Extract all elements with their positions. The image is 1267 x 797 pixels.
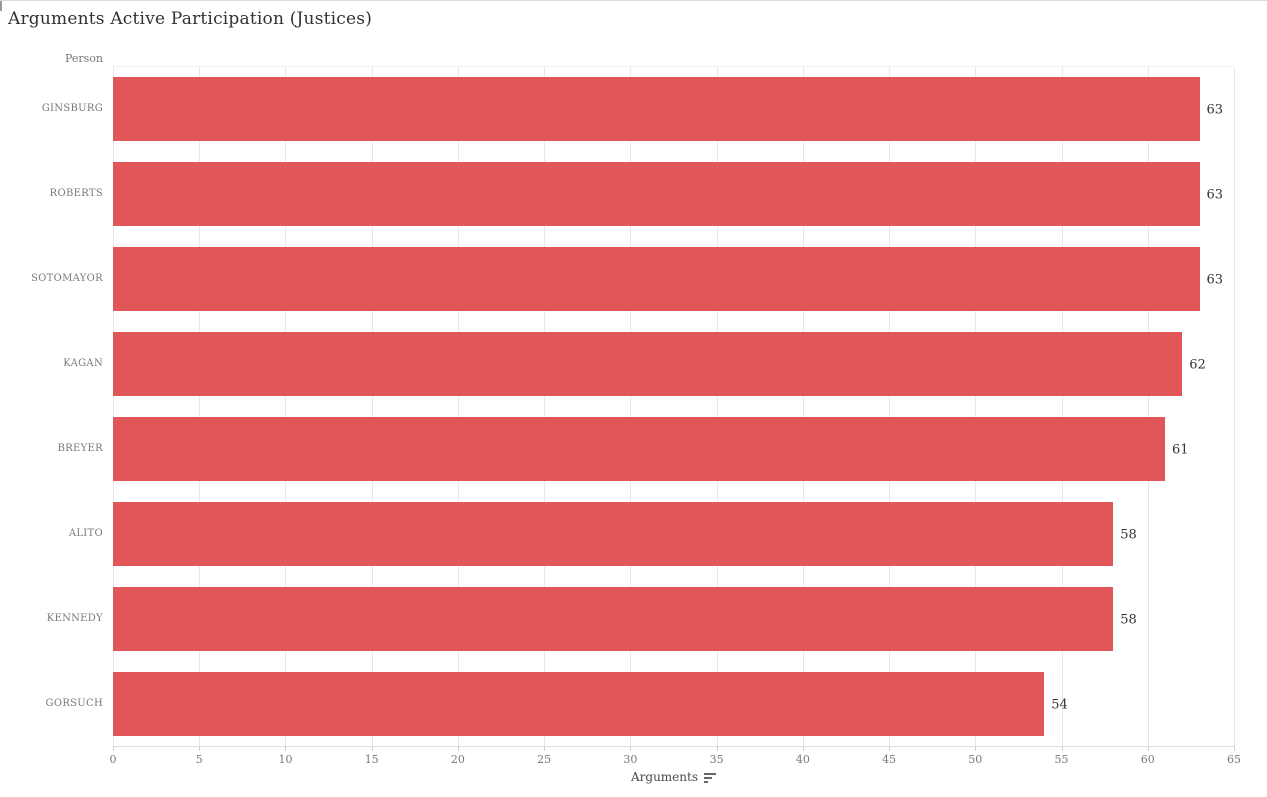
category-label-gorsuch: GORSUCH <box>45 698 103 709</box>
gridline <box>1147 67 1149 747</box>
axis-tick-label: 55 <box>1054 753 1069 766</box>
category-label-alito: ALITO <box>68 528 103 539</box>
gridline <box>975 67 977 747</box>
axis-tick <box>975 746 977 751</box>
gridline <box>630 67 632 747</box>
bar-row: 58 <box>113 492 1234 577</box>
bar-row: 58 <box>113 577 1234 662</box>
bar-breyer[interactable] <box>113 417 1165 481</box>
bar-row: 63 <box>113 237 1234 322</box>
category-label-kagan: KAGAN <box>63 358 103 369</box>
axis-tick <box>1147 746 1149 751</box>
axis-tick <box>285 746 287 751</box>
axis-tick-label: 20 <box>450 753 465 766</box>
axis-tick <box>457 746 459 751</box>
bar-value-label: 63 <box>1206 272 1224 287</box>
axis-tick-label: 5 <box>195 753 203 766</box>
gridline <box>285 67 287 747</box>
gridline <box>199 67 201 747</box>
category-label-sotomayor: SOTOMAYOR <box>30 273 103 284</box>
axis-tick <box>371 746 373 751</box>
window-corner-artifact <box>0 1 2 11</box>
axis-tick-label: 10 <box>278 753 293 766</box>
bar-value-label: 61 <box>1172 442 1189 457</box>
axis-tick-label: 0 <box>109 753 117 766</box>
gridline <box>457 67 459 747</box>
bar-value-label: 54 <box>1051 697 1068 712</box>
bar-value-label: 63 <box>1206 187 1224 202</box>
bar-row: 54 <box>113 662 1234 747</box>
axis-tick-label: 30 <box>623 753 638 766</box>
axis-tick <box>544 746 546 751</box>
category-label-ginsburg: GINSBURG <box>41 103 103 114</box>
axis-tick-label: 35 <box>709 753 724 766</box>
gridline <box>802 67 804 747</box>
gridline <box>113 67 114 747</box>
axis-tick-label: 65 <box>1227 753 1241 766</box>
category-label-roberts: ROBERTS <box>49 188 103 199</box>
category-axis-header: Person <box>64 52 103 65</box>
bar-value-label: 63 <box>1206 102 1224 117</box>
axis-tick <box>716 746 718 751</box>
axis-tick <box>1061 746 1063 751</box>
axis-tick <box>889 746 891 751</box>
gridline <box>1234 67 1235 747</box>
bar-ginsburg[interactable] <box>113 77 1200 141</box>
bar-value-label: 62 <box>1189 357 1206 372</box>
chart-title: Arguments Active Participation (Justices… <box>8 9 373 29</box>
category-label-kennedy: KENNEDY <box>46 613 103 624</box>
axis-tick <box>802 746 804 751</box>
plot-area: 63 63 63 62 61 58 58 54 <box>113 66 1235 747</box>
axis-tick-label: 60 <box>1140 753 1155 766</box>
value-axis-line <box>113 746 1234 747</box>
gridline <box>371 67 373 747</box>
bar-row: 62 <box>113 322 1234 407</box>
axis-tick-label: 50 <box>968 753 983 766</box>
bar-value-label: 58 <box>1120 612 1137 627</box>
bar-row: 63 <box>113 152 1234 237</box>
bar-sotomayor[interactable] <box>113 247 1200 311</box>
axis-tick-label: 45 <box>882 753 897 766</box>
value-axis-title-label: Arguments <box>630 770 698 784</box>
axis-tick-label: 40 <box>795 753 810 766</box>
value-axis-title: Arguments <box>113 770 1234 784</box>
axis-tick <box>630 746 632 751</box>
sort-descending-icon[interactable] <box>704 771 716 783</box>
axis-tick <box>1234 746 1235 751</box>
axis-tick <box>113 746 114 751</box>
bar-value-label: 58 <box>1120 527 1137 542</box>
bar-gorsuch[interactable] <box>113 672 1045 736</box>
category-label-breyer: BREYER <box>57 443 103 454</box>
bar-roberts[interactable] <box>113 162 1200 226</box>
bar-kagan[interactable] <box>113 332 1183 396</box>
gridline <box>889 67 891 747</box>
axis-tick <box>199 746 201 751</box>
gridline <box>544 67 546 747</box>
bar-row: 63 <box>113 67 1234 152</box>
bar-alito[interactable] <box>113 502 1114 566</box>
axis-tick-label: 25 <box>537 753 552 766</box>
gridline <box>716 67 718 747</box>
bar-kennedy[interactable] <box>113 587 1114 651</box>
gridline <box>1061 67 1063 747</box>
bar-row: 61 <box>113 407 1234 492</box>
axis-tick-label: 15 <box>364 753 379 766</box>
